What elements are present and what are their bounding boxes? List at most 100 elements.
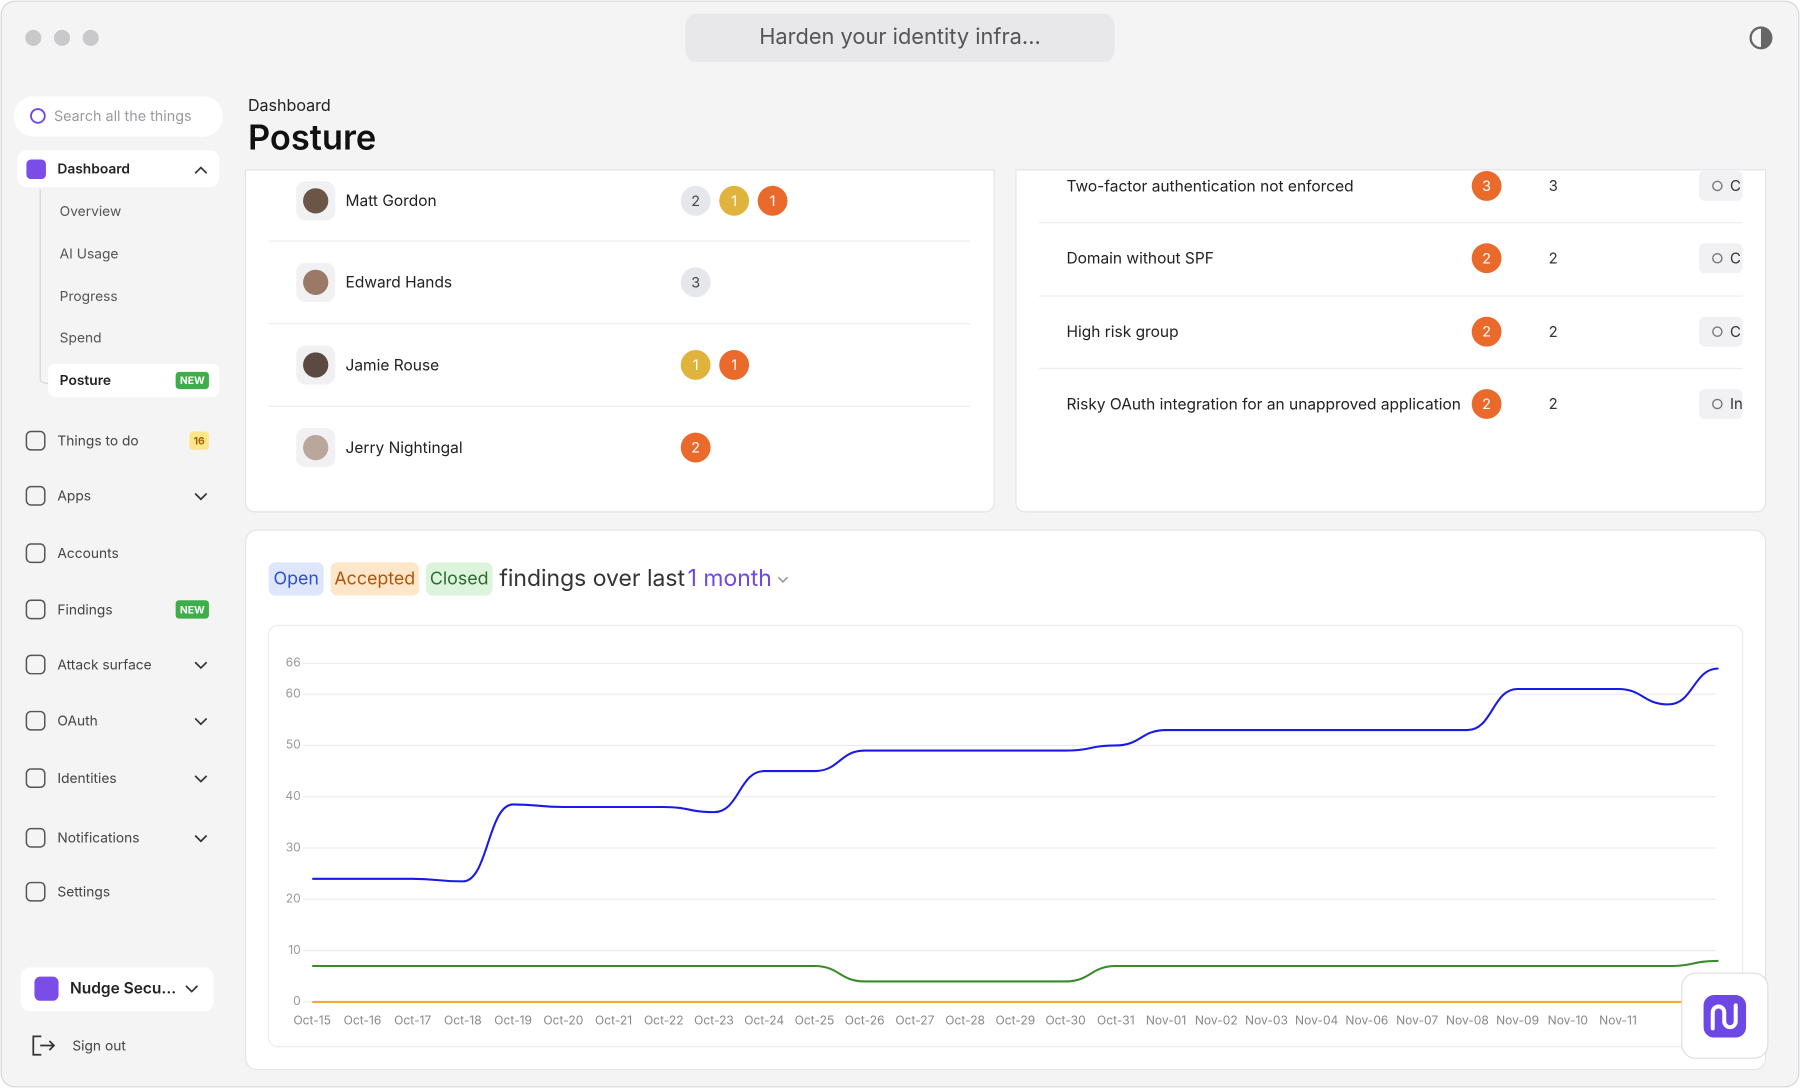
- sub-nav-label[interactable]: AI Usage: [60, 247, 119, 263]
- nav-label[interactable]: Identities: [57, 771, 116, 787]
- nav-label[interactable]: Settings: [57, 885, 110, 901]
- badge-label: NEW: [180, 375, 205, 387]
- y-tick-label: 30: [286, 839, 301, 854]
- breadcrumb: Dashboard: [248, 95, 331, 115]
- chart-period[interactable]: 1 month: [688, 564, 772, 592]
- x-tick-label: Oct-19: [494, 1013, 532, 1028]
- y-tick-label: 50: [286, 737, 301, 752]
- theme-toggle[interactable]: [1749, 26, 1773, 50]
- finding-count: 2: [691, 440, 700, 457]
- nav-icon: [25, 654, 46, 675]
- severity-badge: [1471, 243, 1502, 274]
- y-tick-label: 20: [286, 891, 301, 906]
- legend-chip[interactable]: [425, 562, 493, 596]
- x-tick-label: Nov-10: [1548, 1013, 1588, 1028]
- severity-value: 2: [1482, 250, 1491, 267]
- badge-label: NEW: [180, 604, 205, 616]
- series-line: [312, 667, 1719, 883]
- nav-label[interactable]: Notifications: [57, 831, 139, 847]
- x-tick-label: Oct-15: [293, 1013, 331, 1028]
- x-tick-label: Nov-02: [1195, 1013, 1238, 1028]
- x-tick-label: Oct-26: [845, 1013, 885, 1028]
- chevron: [194, 492, 208, 501]
- chevron: [185, 985, 199, 993]
- nav-icon: [25, 430, 46, 451]
- finding-count-badge: [680, 185, 711, 216]
- legend-chip[interactable]: [330, 562, 420, 596]
- action-button[interactable]: [1698, 171, 1743, 201]
- x-tick-label: Nov-09: [1496, 1013, 1539, 1028]
- sub-nav-label[interactable]: Progress: [60, 289, 118, 305]
- person-name[interactable]: Jerry Nightingal: [346, 438, 463, 457]
- x-tick-label: Nov-11: [1599, 1013, 1637, 1028]
- action-button[interactable]: [1698, 243, 1743, 274]
- org-switcher[interactable]: [20, 967, 214, 1012]
- x-tick-label: Oct-24: [744, 1013, 784, 1028]
- x-tick-label: Oct-27: [895, 1013, 934, 1028]
- nav-label[interactable]: Accounts: [57, 546, 118, 562]
- finding-count: 1: [770, 193, 776, 210]
- x-tick-label: Oct-20: [543, 1013, 583, 1028]
- person-name[interactable]: Jamie Rouse: [346, 355, 440, 374]
- x-tick-label: Oct-17: [394, 1013, 431, 1028]
- action-button[interactable]: [1698, 389, 1743, 419]
- action-button[interactable]: [1698, 316, 1743, 347]
- sub-nav-label[interactable]: Posture: [60, 373, 111, 389]
- nav-icon: [26, 159, 46, 180]
- finding-count: 2: [1549, 249, 1558, 267]
- nav-item-bg[interactable]: [48, 363, 220, 398]
- finding-count: 1: [693, 357, 699, 374]
- action-icon: [1712, 398, 1723, 410]
- chevron: [194, 775, 208, 783]
- finding-count: 1: [731, 193, 737, 210]
- sub-nav-label[interactable]: Spend: [60, 330, 102, 346]
- legend-label: Accepted: [334, 568, 415, 589]
- finding-title[interactable]: Two-factor authentication not enforced: [1066, 176, 1353, 195]
- chevron: [194, 717, 208, 726]
- action-label: In: [1730, 395, 1743, 413]
- badge: [189, 431, 209, 450]
- window-close[interactable]: [25, 29, 42, 46]
- series-line: [312, 959, 1719, 983]
- address-bar[interactable]: [685, 13, 1115, 62]
- nav-label[interactable]: Things to do: [57, 434, 138, 450]
- sub-nav-label[interactable]: Overview: [60, 204, 122, 220]
- avatar: [303, 269, 329, 295]
- nav-icon: [25, 485, 46, 506]
- nav-item-bg[interactable]: [17, 150, 220, 188]
- finding-count-badge: [719, 350, 750, 380]
- finding-title[interactable]: High risk group: [1066, 322, 1178, 341]
- findings-card: [1015, 169, 1767, 513]
- finding-title[interactable]: Domain without SPF: [1066, 249, 1213, 268]
- person-name[interactable]: Edward Hands: [346, 273, 453, 292]
- window-minimize[interactable]: [53, 29, 71, 46]
- org-logo: [34, 976, 59, 1001]
- x-tick-label: Nov-04: [1295, 1013, 1339, 1028]
- action-label: C: [1730, 177, 1741, 195]
- legend-chip[interactable]: [268, 562, 324, 596]
- nav-label[interactable]: Findings: [57, 602, 112, 618]
- finding-title[interactable]: Risky OAuth integration for an unapprove…: [1066, 394, 1461, 413]
- signout-label[interactable]: Sign out: [72, 1038, 126, 1054]
- nav-label[interactable]: OAuth: [57, 714, 97, 730]
- legend-label: Open: [273, 568, 318, 589]
- window-title: Harden your identity infra...: [759, 24, 1041, 50]
- person-name[interactable]: Matt Gordon: [346, 191, 437, 210]
- finding-count-badge: [757, 185, 788, 216]
- help-logo-mark: [1710, 1003, 1738, 1031]
- page-title: Posture: [248, 117, 376, 158]
- nav-label[interactable]: Attack surface: [57, 657, 151, 673]
- x-tick-label: Oct-30: [1045, 1013, 1085, 1028]
- x-tick-label: Oct-29: [995, 1013, 1035, 1028]
- severity-badge: [1471, 316, 1502, 347]
- search-box[interactable]: [13, 96, 223, 137]
- chart-title: findings over last: [499, 564, 685, 592]
- finding-count: 1: [731, 357, 737, 374]
- chevron: [194, 166, 208, 174]
- finding-count: 3: [691, 274, 700, 291]
- nav-label[interactable]: Apps: [57, 489, 91, 505]
- finding-count: 3: [1549, 177, 1558, 195]
- window-maximize[interactable]: [82, 29, 99, 46]
- severity-badge: [1471, 389, 1502, 419]
